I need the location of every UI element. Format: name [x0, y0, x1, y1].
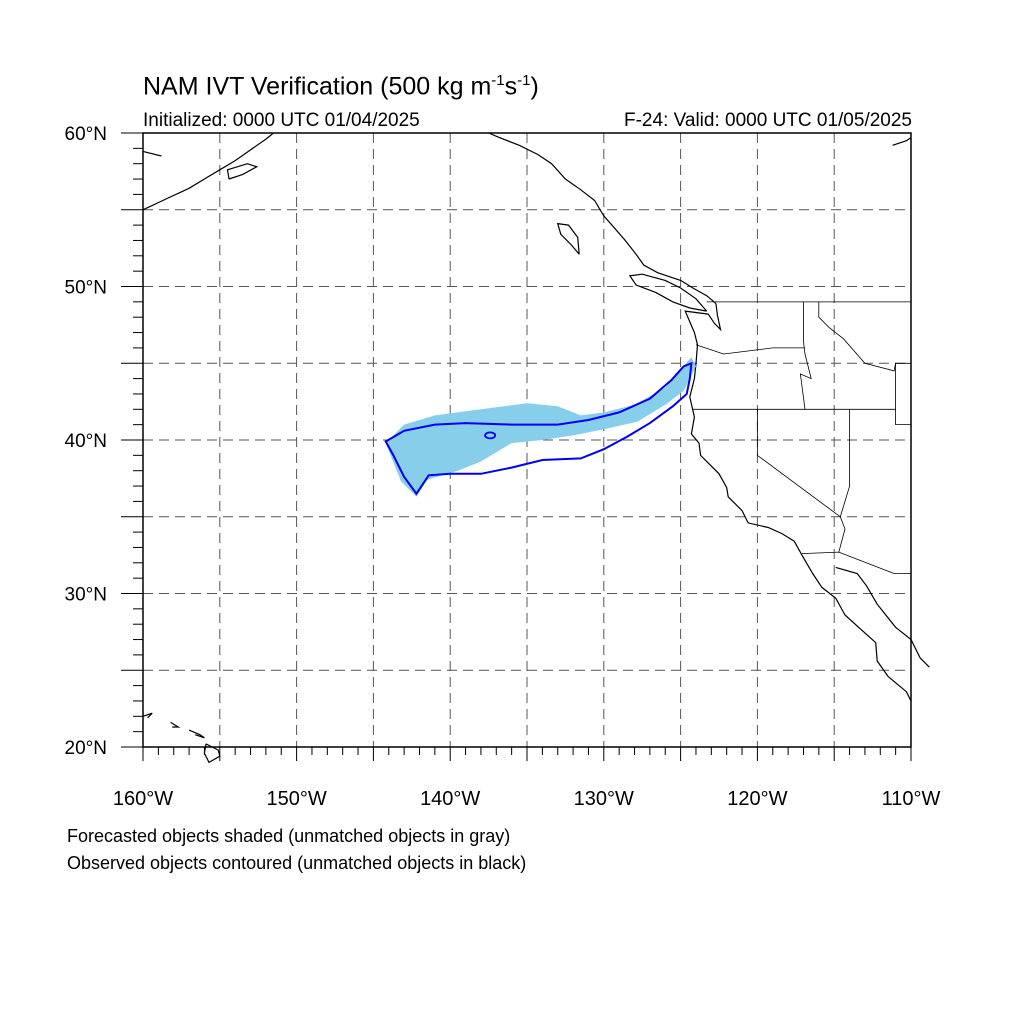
coastline-segment: [892, 137, 912, 146]
map-title: NAM IVT Verification (500 kg m-1s-1): [143, 72, 539, 101]
axis-ticks: [121, 132, 912, 761]
lat-label-40: 40°N: [65, 431, 107, 452]
coastline-segment: [835, 566, 930, 668]
coastline-segment: [142, 150, 162, 157]
coastline-segment: [188, 729, 205, 739]
lon-label-160: 160°W: [113, 788, 173, 810]
lon-label-140: 140°W: [420, 788, 480, 810]
valid-time: F-24: Valid: 0000 UTC 01/05/2025: [624, 110, 912, 131]
coastline-segment: [226, 163, 259, 180]
border-segment: [895, 363, 911, 425]
lon-label-120: 120°W: [727, 788, 787, 810]
observed-object-contour: [384, 361, 693, 496]
initialized-time: Initialized: 0000 UTC 01/04/2025: [143, 110, 420, 131]
border-segment: [839, 409, 850, 517]
border-segment: [818, 301, 911, 372]
lon-label-130: 130°W: [574, 788, 634, 810]
border-segment: [695, 344, 805, 355]
forecast-object-fill: [385, 357, 696, 497]
longitude-labels: 160°W 150°W 140°W 130°W 120°W 110°W: [113, 788, 941, 810]
border-segment: [757, 409, 841, 518]
border-segment: [799, 301, 812, 410]
forecast-legend-note: Forecasted objects shaded (unmatched obj…: [67, 826, 511, 846]
lat-label-60: 60°N: [65, 124, 107, 145]
coastline-segment: [142, 712, 153, 719]
lat-label-20: 20°N: [65, 738, 107, 759]
border-segment: [801, 551, 911, 574]
latitude-labels: 20°N 30°N 40°N 50°N 60°N: [65, 124, 107, 759]
coastline-segment: [170, 721, 181, 728]
lat-label-30: 30°N: [65, 585, 107, 606]
coastline-segment: [556, 222, 580, 255]
coastline-segment: [628, 273, 708, 312]
lat-label-50: 50°N: [65, 278, 107, 299]
border-segment: [838, 516, 846, 553]
lon-label-110: 110°W: [882, 788, 941, 810]
verification-objects: [384, 357, 696, 497]
coastline-segment: [684, 303, 912, 702]
coastline-segment: [488, 132, 717, 304]
observed-small-contour: [484, 431, 497, 440]
lon-label-150: 150°W: [266, 788, 326, 810]
graticule: [143, 133, 911, 747]
coastlines: [142, 132, 930, 764]
observed-legend-note: Observed objects contoured (unmatched ob…: [67, 853, 527, 873]
coastline-segment: [142, 132, 274, 211]
